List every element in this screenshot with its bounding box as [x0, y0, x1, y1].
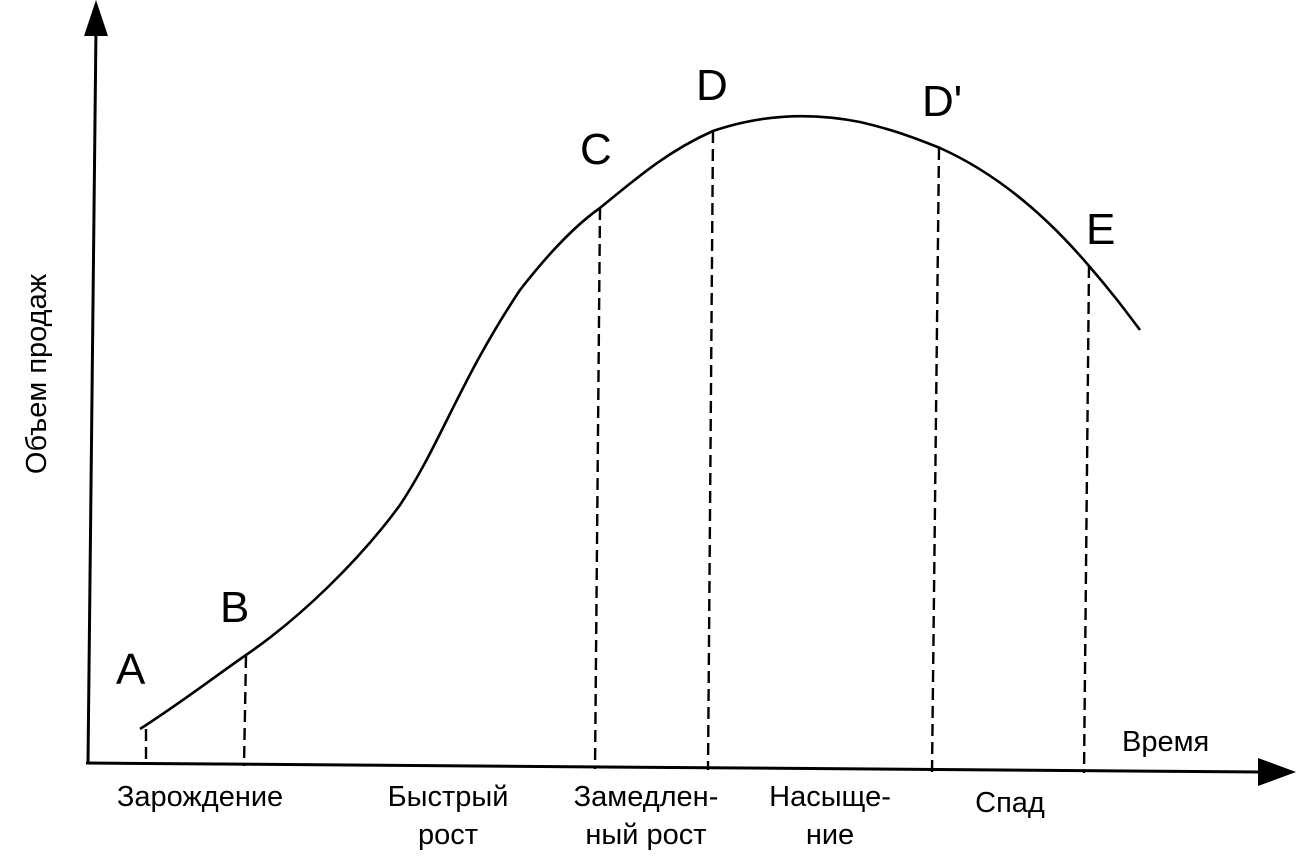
- point-label-d: D: [696, 61, 728, 110]
- stage-label-birth-line-1: Зарождение: [117, 781, 283, 813]
- stage-label-rapid-growth-line-2: рост: [418, 819, 478, 851]
- y-axis: [86, 27, 98, 764]
- stage-label-slow-growth: Замедлен-ный рост: [574, 781, 719, 851]
- stage-label-slow-growth-line-2: ный рост: [585, 819, 706, 851]
- guide-e: [1082, 265, 1091, 774]
- stage-label-slow-growth-line-1: Замедлен-: [574, 781, 719, 813]
- guide-b: [242, 655, 248, 767]
- sales-curve: [139, 114, 1142, 731]
- stage-label-decline: Спад: [975, 787, 1045, 819]
- point-label-a: A: [116, 645, 146, 694]
- point-labels: A B C D D' E: [116, 61, 1115, 694]
- stage-labels: Зарождение Быстрый рост Замедлен-ный рост…: [117, 781, 1045, 851]
- stage-label-rapid-growth-line-1: Быстрый: [388, 781, 509, 813]
- point-label-b: B: [220, 583, 249, 632]
- stage-guides: [144, 130, 1091, 774]
- y-axis-arrow-icon: [84, 0, 108, 36]
- x-axis-arrow-icon: [1258, 758, 1296, 786]
- point-label-c: C: [580, 125, 612, 174]
- guide-d: [706, 130, 715, 771]
- stage-label-decline-line-1: Спад: [975, 787, 1045, 819]
- point-label-e: E: [1086, 205, 1115, 254]
- guide-c: [593, 207, 602, 770]
- point-label-d-prime: D': [922, 77, 962, 126]
- stage-label-saturation-line-1: Насыще-: [769, 781, 891, 813]
- stage-label-saturation: Насыще-ние: [769, 781, 891, 851]
- stage-label-saturation-line-2: ние: [806, 819, 854, 851]
- guide-d-prime: [930, 147, 941, 773]
- x-axis: [85, 761, 1263, 774]
- y-axis-label: Объем продаж: [21, 273, 53, 474]
- stage-label-rapid-growth: Быстрый рост: [388, 781, 509, 851]
- x-axis-label: Время: [1122, 726, 1209, 758]
- stage-label-birth: Зарождение: [117, 781, 283, 813]
- axes: [84, 0, 1296, 786]
